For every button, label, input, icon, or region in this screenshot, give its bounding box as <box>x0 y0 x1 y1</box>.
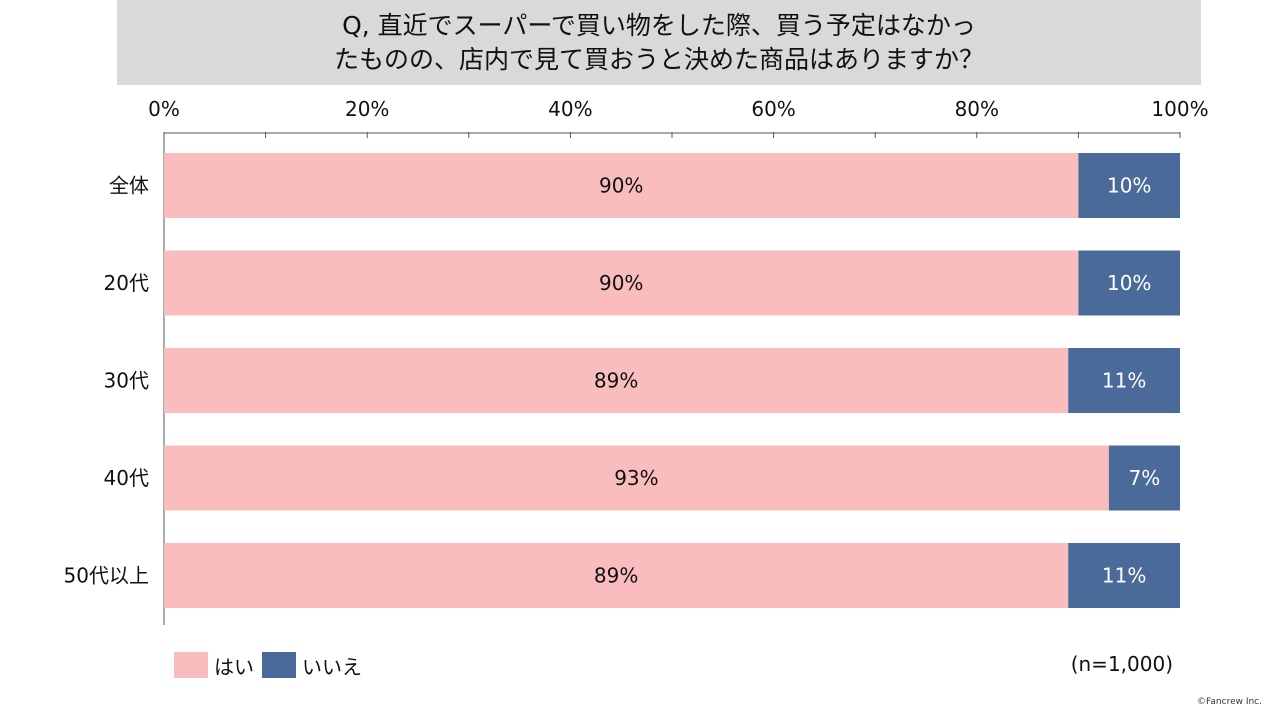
chart-title-line-2: たものの、店内で見て買おうと決めた商品はありますか？ <box>333 44 984 74</box>
bar-segment-no <box>1068 543 1180 608</box>
legend-swatch-no <box>262 652 296 678</box>
copyright-text: ©Fancrew Inc. <box>1197 697 1262 707</box>
bar-segment-no <box>1108 445 1180 511</box>
category-label: 40代 <box>104 466 149 490</box>
chart-title-line-1: Q, 直近でスーパーで買い物をした際、買う予定はなかっ <box>342 10 976 40</box>
x-tick-label: 40% <box>548 97 592 121</box>
x-tick-label: 60% <box>751 97 795 121</box>
data-label: 7% <box>1129 466 1161 490</box>
bar-segment-yes <box>164 445 1109 511</box>
bar-segment-yes <box>164 250 1079 316</box>
bar-segment-no <box>1068 348 1180 413</box>
legend-swatch-yes <box>174 652 208 678</box>
legend-label-no: いいえ <box>302 654 362 679</box>
category-label: 30代 <box>104 369 149 393</box>
category-label: 50代以上 <box>64 564 149 588</box>
bar-segment-yes <box>164 543 1069 608</box>
data-label: 11% <box>1102 369 1146 393</box>
bar-segment-yes <box>164 153 1079 218</box>
data-label: 11% <box>1102 564 1146 588</box>
data-label: 90% <box>599 271 643 295</box>
category-label: 20代 <box>104 271 149 295</box>
x-tick-label: 20% <box>345 97 389 121</box>
x-tick-label: 0% <box>148 97 180 121</box>
legend: はい いいえ <box>174 651 370 679</box>
data-label: 89% <box>594 369 638 393</box>
legend-label-yes: はい <box>214 654 254 679</box>
data-label: 90% <box>599 174 643 198</box>
data-label: 89% <box>594 564 638 588</box>
category-label: 全体 <box>109 174 149 198</box>
bar-segment-yes <box>164 348 1069 413</box>
bar-segment-no <box>1078 250 1180 316</box>
chart-title: Q, 直近でスーパーで買い物をした際、買う予定はなかっ たものの、店内で見て買お… <box>117 0 1201 85</box>
data-label: 10% <box>1107 271 1151 295</box>
x-tick-label: 100% <box>1151 97 1208 121</box>
x-tick-label: 80% <box>955 97 999 121</box>
data-label: 10% <box>1107 174 1151 198</box>
bar-segment-no <box>1078 153 1180 218</box>
sample-size-note: (n=1,000) <box>1070 652 1173 676</box>
data-label: 93% <box>614 466 658 490</box>
